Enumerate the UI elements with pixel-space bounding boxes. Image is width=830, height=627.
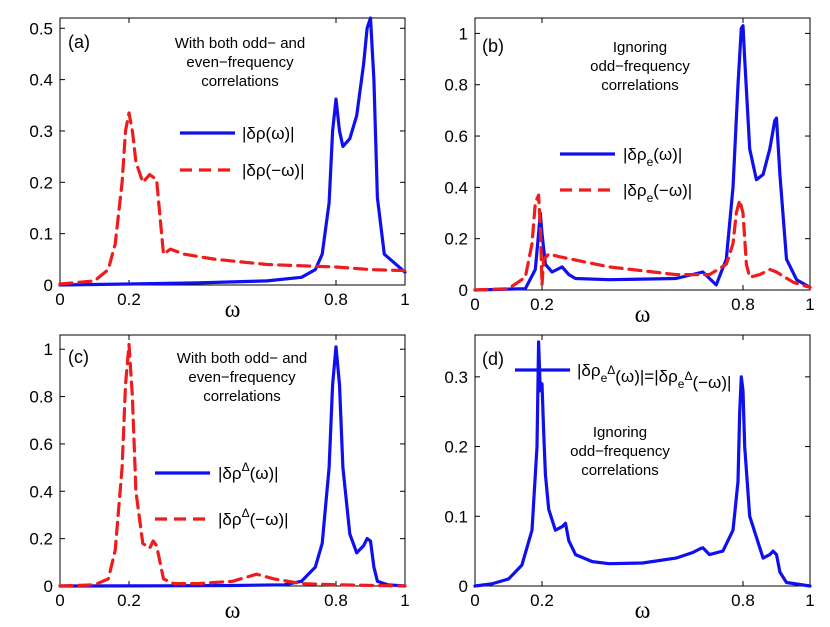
series-line-omega (473, 340, 812, 588)
x-tick-label: 0.8 (731, 295, 755, 314)
y-tick-label: 0 (44, 276, 53, 295)
plot-frame (474, 17, 811, 291)
legend-label: |δρ(ω)| (242, 124, 295, 143)
y-tick-label: 0.1 (29, 225, 53, 244)
x-tick-label: 0 (470, 295, 479, 314)
x-tick-label: 0 (55, 290, 64, 309)
y-tick-label: 0.8 (444, 76, 468, 95)
y-tick-label: 0 (459, 577, 468, 596)
y-tick-label: 0.2 (444, 230, 468, 249)
legend-label: |δρ(−ω)| (242, 161, 305, 180)
plot-frame (474, 334, 811, 587)
panel-label: (c) (68, 347, 89, 367)
y-tick-label: 0.2 (29, 530, 53, 549)
x-tick-label: 0.8 (731, 591, 755, 610)
x-tick-label: 0.8 (324, 591, 348, 610)
legend-label: |δρe(ω)| (623, 145, 682, 169)
x-tick-label: 0.8 (324, 290, 348, 309)
y-tick-label: 0 (44, 577, 53, 596)
x-axis-label: ω (225, 598, 241, 624)
y-tick-label: 0.2 (444, 438, 468, 457)
chart-panel-1: 0 0.2 0.8 1 0 0.1 0.2 0.3 0.4 0.5 ω (a) With both od… (29, 16, 410, 323)
panel-label: (b) (482, 36, 504, 56)
y-tick-label: 0.4 (29, 482, 53, 501)
y-tick-label: 0.4 (29, 71, 53, 90)
x-tick-label: 0 (470, 591, 479, 610)
x-tick-label: 0 (55, 591, 64, 610)
x-axis-label: ω (635, 302, 651, 328)
legend-label: |δρe(−ω)| (623, 181, 692, 205)
x-tick-label: 0.2 (530, 295, 554, 314)
panel-annotation: With both odd− and even−frequency correlat… (175, 35, 306, 90)
series-line-negative-omega (58, 342, 407, 588)
y-tick-label: 0.6 (444, 127, 468, 146)
y-tick-label: 0.2 (29, 173, 53, 192)
x-axis-label: ω (225, 297, 241, 323)
chart-panel-4: 0 0.2 0.8 1 0 0.1 0.2 0.3 ω (d) Ignoring odd−freque… (444, 334, 815, 624)
y-tick-label: 0.1 (444, 507, 468, 526)
y-tick-label: 0.3 (29, 122, 53, 141)
series-line-omega (58, 16, 407, 287)
panel-annotation: Ignoring odd−frequency correlations (570, 424, 670, 479)
x-tick-label: 0.2 (117, 591, 141, 610)
plot-frame (59, 17, 406, 286)
panel-annotation: Ignoring odd−frequency correlations (590, 39, 690, 94)
series-line-negative-omega (58, 111, 407, 286)
y-tick-label: 1 (44, 340, 53, 359)
y-tick-label: 0 (459, 281, 468, 300)
y-tick-label: 1 (459, 24, 468, 43)
x-axis-label: ω (635, 598, 651, 624)
legend-label: |δρΔ(−ω)| (218, 506, 289, 529)
x-tick-label: 1 (400, 290, 409, 309)
chart-panel-2: 0 0.2 0.8 1 0 0.2 0.4 0.6 0.8 1 ω (b) Ignoring odd−fr… (444, 17, 815, 328)
chart-panel-3: 0 0.2 0.8 1 0 0.2 0.4 0.6 0.8 1 ω (c) With both odd−… (29, 334, 410, 624)
x-tick-label: 0.2 (117, 290, 141, 309)
legend-label: |δρΔ(ω)| (218, 460, 279, 483)
y-tick-label: 0.6 (29, 435, 53, 454)
series-line-omega (58, 345, 407, 588)
y-tick-label: 0.5 (29, 19, 53, 38)
y-tick-label: 0.3 (444, 368, 468, 387)
legend-label: |δρeΔ(ω)|=|δρeΔ(−ω)| (577, 361, 731, 392)
panel-label: (d) (482, 349, 504, 369)
panel-annotation: With both odd− and even−frequency correlat… (177, 350, 308, 405)
series-line-negative-omega (473, 193, 812, 292)
x-tick-label: 1 (400, 591, 409, 610)
x-tick-label: 0.2 (530, 591, 554, 610)
x-tick-label: 1 (805, 295, 814, 314)
panel-label: (a) (68, 32, 90, 52)
x-tick-label: 1 (805, 591, 814, 610)
y-tick-label: 0.8 (29, 388, 53, 407)
y-tick-label: 0.4 (444, 178, 468, 197)
